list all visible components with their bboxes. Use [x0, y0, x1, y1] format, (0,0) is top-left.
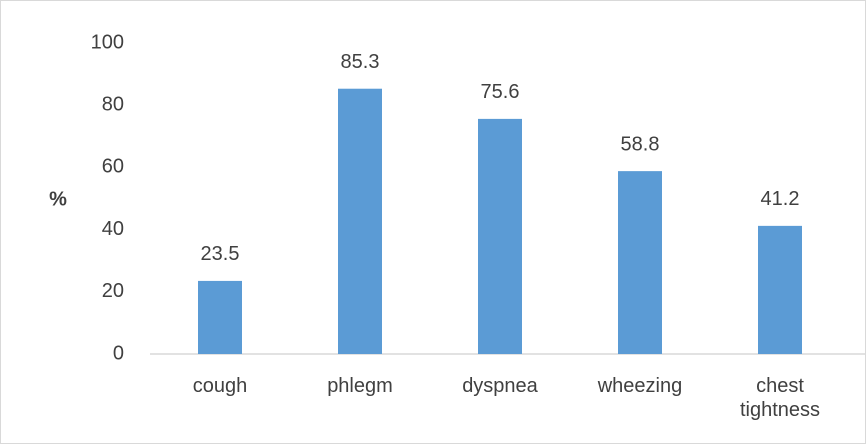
y-tick-label: 100	[91, 31, 124, 53]
y-tick-label: 60	[102, 156, 124, 178]
data-label: 75.6	[481, 81, 520, 103]
data-label: 23.5	[201, 243, 240, 265]
bar	[338, 88, 382, 354]
y-tick-label: 80	[102, 93, 124, 115]
y-tick-label: 20	[102, 280, 124, 302]
x-tick-label: wheezing	[597, 375, 683, 397]
bar	[758, 225, 802, 354]
x-tick-label: chest tightness	[739, 375, 821, 421]
bar	[618, 171, 662, 354]
x-tick-label: cough	[192, 375, 248, 397]
y-tick-label: 0	[113, 342, 124, 364]
bar	[478, 118, 522, 354]
y-tick-label: 40	[102, 218, 124, 240]
x-tick-label: phlegm	[327, 375, 393, 397]
y-axis-label: %	[49, 188, 67, 210]
x-tick-label: dyspnea	[462, 375, 538, 397]
data-label: 85.3	[341, 51, 380, 73]
bar	[198, 280, 242, 354]
data-label: 41.2	[761, 188, 800, 210]
data-label: 58.8	[621, 133, 660, 155]
